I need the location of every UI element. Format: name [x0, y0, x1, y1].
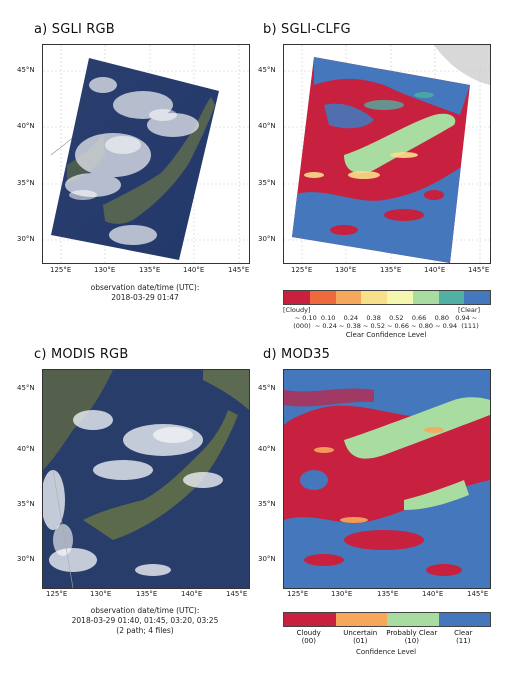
lon-tick-a-2: 135°E [139, 266, 161, 274]
lon-tick-b-2: 135°E [380, 266, 402, 274]
confidence-level-colorbar [283, 612, 491, 627]
panel-c-title: c) MODIS RGB [34, 347, 129, 362]
lon-tick-c-1: 130°E [90, 590, 112, 598]
lat-tick-c-3: 30°N [17, 555, 35, 563]
colorbar-d-segment-3 [438, 613, 490, 626]
caption-a-line2: 2018-03-29 01:47 [111, 293, 179, 302]
lat-tick-a-3: 30°N [17, 235, 35, 243]
colorbar-d-segment-1 [335, 613, 387, 626]
lat-tick-d-1: 40°N [258, 445, 276, 453]
lat-tick-d-0: 45°N [258, 384, 276, 392]
lon-tick-c-0: 125°E [46, 590, 68, 598]
sgli-rgb-image [43, 45, 249, 263]
lon-tick-d-4: 145°E [467, 590, 489, 598]
colorbar-d-label-code: (10) [404, 637, 419, 645]
colorbar-b-segment-5 [412, 291, 439, 304]
caption-c-line1: observation date/time (UTC): [90, 606, 200, 615]
colorbar-b-axis-label: Clear Confidence Level [345, 331, 427, 339]
lon-tick-a-3: 140°E [183, 266, 205, 274]
colorbar-d-segment-2 [387, 613, 439, 626]
colorbar-b-row2: (000) ~ 0.24 ~ 0.38 ~ 0.52 ~ 0.66 ~ 0.80… [293, 322, 479, 330]
lon-tick-a-1: 130°E [94, 266, 116, 274]
colorbar-d-label-2: Probably Clear (10) [386, 629, 438, 645]
mod35-image [284, 370, 490, 588]
lon-tick-d-3: 140°E [422, 590, 444, 598]
lat-tick-a-2: 35°N [17, 179, 35, 187]
colorbar-d-label-name: Clear [454, 629, 473, 637]
lon-tick-c-3: 140°E [181, 590, 203, 598]
colorbar-d-axis-label: Confidence Level [355, 648, 417, 656]
lon-tick-b-3: 140°E [424, 266, 446, 274]
lon-tick-d-2: 135°E [377, 590, 399, 598]
clear-confidence-colorbar [283, 290, 491, 305]
colorbar-b-segment-6 [438, 291, 465, 304]
mod35-map [283, 369, 491, 589]
lat-tick-b-2: 35°N [258, 179, 276, 187]
lat-tick-c-0: 45°N [17, 384, 35, 392]
lon-tick-d-0: 125°E [287, 590, 309, 598]
colorbar-d-segment-0 [284, 613, 336, 626]
lon-tick-c-4: 145°E [226, 590, 248, 598]
sgli-rgb-map [42, 44, 250, 264]
caption-c-line2: 2018-03-29 01:40, 01:45, 03:20, 03:25 [71, 616, 219, 625]
colorbar-b-segment-7 [464, 291, 490, 304]
caption-c-line3: (2 path; 4 files) [116, 626, 174, 635]
lat-tick-b-0: 45°N [258, 66, 276, 74]
lon-tick-a-4: 145°E [228, 266, 250, 274]
lon-tick-c-2: 135°E [136, 590, 158, 598]
colorbar-b-segment-4 [387, 291, 413, 304]
panel-a-title: a) SGLI RGB [34, 22, 115, 37]
colorbar-b-row1: ~ 0.10 0.10 0.24 0.38 0.52 0.66 0.80 0.9… [294, 314, 478, 322]
colorbar-d-labels: Cloudy (00) Uncertain (01) Probably Clear (10… [283, 629, 489, 649]
colorbar-d-label-name: Probably Clear [386, 629, 438, 637]
lon-tick-b-0: 125°E [291, 266, 313, 274]
modis-rgb-image [43, 370, 249, 588]
panel-d-title: d) MOD35 [263, 347, 331, 362]
colorbar-d-label-code: (00) [301, 637, 316, 645]
lat-tick-b-1: 40°N [258, 122, 276, 130]
colorbar-d-label-0: Cloudy (00) [283, 629, 335, 645]
colorbar-d-label-name: Uncertain [343, 629, 378, 637]
colorbar-b-segment-1 [309, 291, 336, 304]
lat-tick-c-1: 40°N [17, 445, 35, 453]
colorbar-b-segment-2 [335, 291, 362, 304]
colorbar-b-segment-0 [284, 291, 310, 304]
colorbar-d-label-name: Cloudy [296, 629, 321, 637]
colorbar-b-right-label: [Clear] [458, 306, 481, 314]
sgli-clfg-image [284, 45, 490, 263]
lat-tick-b-3: 30°N [258, 235, 276, 243]
lon-tick-d-1: 130°E [331, 590, 353, 598]
lon-tick-b-1: 130°E [335, 266, 357, 274]
caption-a: observation date/time (UTC): 2018-03-29 … [35, 283, 255, 303]
lat-tick-d-2: 35°N [258, 500, 276, 508]
colorbar-d-label-code: (11) [456, 637, 471, 645]
sgli-clfg-map [283, 44, 491, 264]
panel-b-title: b) SGLI-CLFG [263, 22, 351, 37]
colorbar-b-left-label: [Cloudy] [283, 306, 311, 314]
lat-tick-a-1: 40°N [17, 122, 35, 130]
colorbar-d-label-code: (01) [353, 637, 368, 645]
lat-tick-a-0: 45°N [17, 66, 35, 74]
modis-rgb-map [42, 369, 250, 589]
colorbar-d-label-1: Uncertain (01) [335, 629, 387, 645]
lon-tick-b-4: 145°E [468, 266, 490, 274]
caption-c: observation date/time (UTC): 2018-03-29 … [35, 606, 255, 636]
colorbar-b-segment-3 [361, 291, 387, 304]
caption-a-line1: observation date/time (UTC): [90, 283, 200, 292]
colorbar-d-label-3: Clear (11) [438, 629, 490, 645]
lat-tick-d-3: 30°N [258, 555, 276, 563]
lat-tick-c-2: 35°N [17, 500, 35, 508]
lon-tick-a-0: 125°E [50, 266, 72, 274]
